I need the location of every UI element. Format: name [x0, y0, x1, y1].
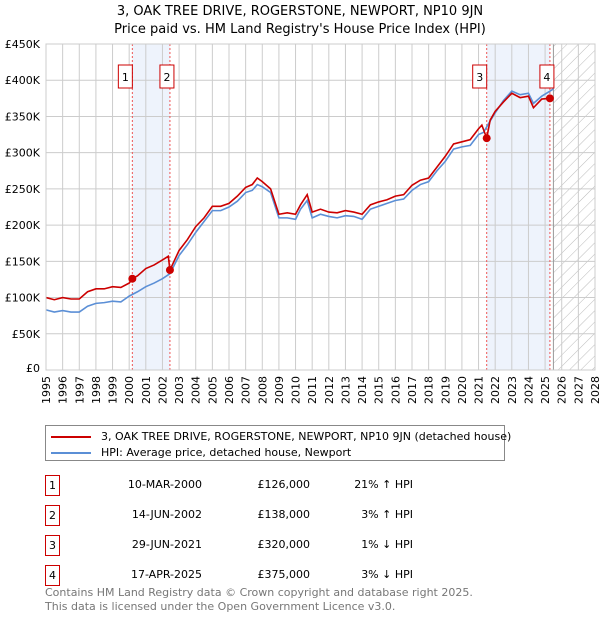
sale-badge-box — [539, 64, 555, 89]
x-tick-label: 2019 — [439, 376, 452, 404]
x-tick-label: 1998 — [90, 376, 103, 404]
x-tick-label: 2008 — [256, 376, 269, 404]
x-tick-label: 2017 — [406, 376, 419, 404]
chart-subtitle: Price paid vs. HM Land Registry's House … — [114, 22, 486, 37]
y-tick-label: £200K — [5, 219, 41, 232]
x-tick-label: 2005 — [206, 376, 219, 404]
sale-badge-label: 2 — [163, 71, 170, 84]
x-tick-label: 2022 — [489, 376, 502, 404]
x-tick-label: 2012 — [323, 376, 336, 404]
x-tick-label: 2013 — [339, 376, 352, 404]
x-tick-label: 2015 — [373, 376, 386, 404]
sale-price: £138,000 — [257, 508, 311, 521]
sale-date: 10-MAR-2000 — [127, 478, 202, 491]
x-tick-label: 2000 — [123, 376, 136, 404]
legend-label-hpi: HPI: Average price, detached house, Newp… — [101, 446, 352, 459]
x-tick-label: 2006 — [223, 376, 236, 404]
x-tick-label: 2027 — [572, 376, 585, 404]
sale-badge-box — [117, 64, 133, 89]
sale-hpi-diff: 3% ↓ HPI — [361, 568, 413, 581]
sale-badge-label: 1 — [122, 71, 129, 84]
sale-price: £126,000 — [257, 478, 311, 491]
sale-point — [482, 134, 491, 143]
y-tick-label: £350K — [5, 110, 41, 123]
sale-badge-label: 4 — [543, 71, 550, 84]
sale-price: £375,000 — [257, 568, 311, 581]
x-tick-label: 2014 — [356, 376, 369, 404]
sale-hpi-diff: 21% ↑ HPI — [354, 478, 413, 491]
sale-date: 17-APR-2025 — [130, 568, 202, 581]
plot-area: 1995 1996 1997 1998 1999 2000 2001 2002 2003 2004… — [5, 38, 600, 404]
legend-label-price: 3, OAK TREE DRIVE, ROGERSTONE, NEWPORT, … — [101, 430, 512, 443]
footer-line-2: This data is licensed under the Open Gov… — [45, 600, 396, 613]
y-tick-label: £100K — [5, 292, 41, 305]
y-tick-label: £300K — [5, 147, 41, 160]
x-tick-label: 1995 — [40, 376, 53, 404]
x-tick-label: 1996 — [57, 376, 70, 404]
sale-row-badge: 1 — [45, 475, 60, 496]
sale-row-badge: 4 — [45, 565, 60, 586]
x-tick-label: 2024 — [522, 376, 535, 404]
sale-row-badge: 2 — [45, 505, 60, 526]
legend: 3, OAK TREE DRIVE, ROGERSTONE, NEWPORT, … — [45, 425, 511, 461]
sale-hpi-diff: 1% ↓ HPI — [361, 538, 413, 551]
sale-badge-label: 3 — [476, 71, 483, 84]
x-tick-label: 2020 — [456, 376, 469, 404]
sale-hpi-diff: 3% ↑ HPI — [361, 508, 413, 521]
x-tick-label: 2016 — [389, 376, 402, 404]
x-tick-label: 2007 — [240, 376, 253, 404]
x-tick-label: 2011 — [306, 376, 319, 404]
y-tick-label: £0 — [26, 362, 40, 375]
y-tick-label: £250K — [5, 183, 41, 196]
y-tick-label: £150K — [5, 255, 41, 268]
shaded-range — [132, 44, 170, 370]
x-tick-label: 2026 — [556, 376, 569, 404]
shaded-range — [486, 44, 550, 370]
y-tick-label: £400K — [5, 74, 41, 87]
sale-date: 14-JUN-2002 — [131, 508, 202, 521]
x-tick-label: 1999 — [107, 376, 120, 404]
x-tick-label: 2021 — [473, 376, 486, 404]
y-tick-label: £50K — [12, 328, 41, 341]
sale-point — [128, 274, 137, 283]
x-tick-label: 2025 — [539, 376, 552, 404]
price-paid-line — [45, 92, 550, 301]
x-tick-label: 2001 — [140, 376, 153, 404]
sale-price: £320,000 — [257, 538, 311, 551]
sale-badge-box — [472, 64, 488, 89]
x-tick-label: 2018 — [423, 376, 436, 404]
plot-border — [45, 43, 596, 371]
sale-point — [165, 266, 174, 275]
forecast-hatch — [553, 44, 595, 370]
x-tick-label: 2028 — [589, 376, 600, 404]
footer-line-1: Contains HM Land Registry data © Crown c… — [45, 586, 473, 599]
y-tick-label: £450K — [5, 38, 41, 51]
x-tick-label: 2010 — [290, 376, 303, 404]
sale-badge-box — [159, 64, 175, 89]
x-tick-label: 2009 — [273, 376, 286, 404]
sale-row-badge: 3 — [45, 535, 60, 556]
x-tick-label: 2004 — [190, 376, 203, 404]
sale-point — [545, 94, 554, 103]
sale-date: 29-JUN-2021 — [131, 538, 202, 551]
x-tick-label: 2003 — [173, 376, 186, 404]
x-tick-label: 2023 — [506, 376, 519, 404]
x-tick-label: 1997 — [73, 376, 86, 404]
legend-swatch-price — [51, 435, 91, 438]
chart-title: 3, OAK TREE DRIVE, ROGERSTONE, NEWPORT, … — [116, 4, 484, 19]
legend-swatch-hpi — [51, 451, 91, 454]
hpi-line — [45, 88, 554, 313]
x-tick-label: 2002 — [156, 376, 169, 404]
